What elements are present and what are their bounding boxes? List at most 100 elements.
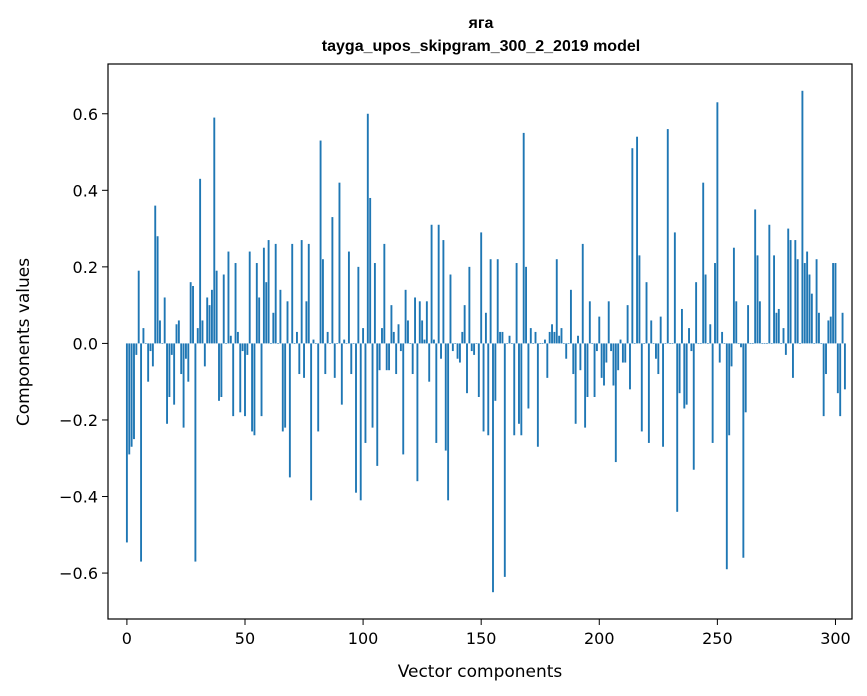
bar-302: [839, 343, 842, 417]
bar-189: [572, 343, 575, 375]
bar-43: [227, 251, 230, 344]
bar-266: [754, 209, 757, 344]
bar-85: [326, 331, 329, 344]
x-tick-label: 150: [466, 629, 497, 648]
bar-157: [496, 259, 499, 344]
y-tick-label: 0.2: [73, 258, 98, 277]
bar-177: [544, 339, 546, 344]
bar-254: [725, 343, 728, 570]
bar-99: [359, 343, 362, 501]
bar-156: [494, 343, 497, 401]
bar-137: [449, 274, 452, 344]
bar-60: [267, 240, 270, 344]
bar-68: [286, 301, 289, 344]
bar-10: [149, 343, 152, 352]
bar-30: [196, 328, 199, 344]
bar-79: [312, 339, 315, 344]
bar-297: [827, 320, 830, 344]
bar-286: [801, 90, 804, 344]
bar-133: [440, 343, 442, 359]
bar-246: [706, 343, 709, 345]
bar-59: [265, 282, 268, 344]
bar-269: [761, 343, 764, 345]
bar-1: [128, 343, 131, 455]
bar-264: [749, 343, 752, 345]
bar-148: [475, 343, 478, 345]
bar-180: [551, 324, 553, 344]
bar-84: [324, 343, 327, 375]
bar-27: [189, 282, 192, 344]
bar-272: [768, 224, 771, 344]
bar-258: [735, 301, 738, 344]
x-tick-label: 200: [584, 629, 615, 648]
bar-232: [673, 232, 676, 344]
bar-120: [409, 343, 412, 345]
bar-256: [730, 343, 733, 367]
bar-261: [742, 343, 745, 558]
y-tick-label: 0.0: [73, 334, 98, 353]
bar-83: [321, 259, 324, 344]
bar-147: [473, 343, 476, 355]
bar-93: [345, 343, 348, 345]
bar-184: [560, 328, 563, 344]
bar-44: [229, 335, 232, 344]
bar-15: [161, 343, 164, 345]
bar-199: [595, 343, 598, 352]
bar-255: [728, 343, 731, 436]
bar-100: [362, 328, 365, 344]
bar-291: [813, 343, 816, 345]
bar-127: [425, 301, 428, 344]
x-axis-ticks: 0 50 100 150 200 250 300: [122, 619, 851, 648]
bar-129: [430, 224, 433, 344]
bar-164: [513, 343, 516, 436]
bar-151: [482, 343, 485, 432]
bar-170: [527, 343, 530, 409]
bar-289: [808, 274, 811, 344]
bar-110: [385, 343, 388, 371]
bar-227: [662, 343, 664, 447]
bar-173: [534, 331, 537, 344]
bar-162: [508, 335, 511, 344]
bar-35: [208, 305, 211, 344]
bar-277: [780, 343, 783, 345]
bar-40: [220, 343, 223, 397]
bar-25: [185, 343, 187, 359]
bar-5: [137, 270, 140, 344]
bar-181: [553, 331, 556, 344]
bar-81: [317, 343, 320, 432]
bar-55: [255, 263, 258, 344]
bar-301: [836, 343, 839, 394]
bar-128: [428, 343, 431, 382]
bar-267: [756, 255, 759, 344]
bar-209: [619, 339, 622, 344]
bar-112: [390, 305, 393, 344]
bar-97: [355, 343, 357, 493]
bar-203: [605, 343, 608, 363]
bar-104: [371, 343, 374, 428]
bar-20: [173, 343, 176, 405]
bar-198: [593, 343, 596, 397]
bar-113: [392, 331, 395, 344]
bar-158: [499, 331, 502, 344]
bar-54: [253, 343, 256, 436]
bar-117: [402, 343, 405, 455]
bar-145: [468, 266, 471, 344]
bar-278: [782, 328, 785, 344]
bar-91: [340, 343, 343, 405]
bar-192: [579, 343, 582, 371]
bar-270: [763, 343, 766, 345]
bar-292: [815, 259, 818, 344]
bar-87: [331, 217, 334, 344]
bar-111: [388, 343, 391, 371]
bar-175: [539, 343, 542, 345]
bar-98: [357, 266, 360, 344]
bar-153: [487, 343, 490, 436]
bar-236: [683, 343, 686, 409]
bars-group: [125, 90, 846, 593]
bar-2: [130, 343, 133, 447]
bar-21: [175, 324, 178, 344]
bar-252: [721, 331, 724, 344]
bar-94: [347, 251, 350, 344]
bar-114: [395, 343, 398, 375]
bar-139: [454, 343, 457, 345]
